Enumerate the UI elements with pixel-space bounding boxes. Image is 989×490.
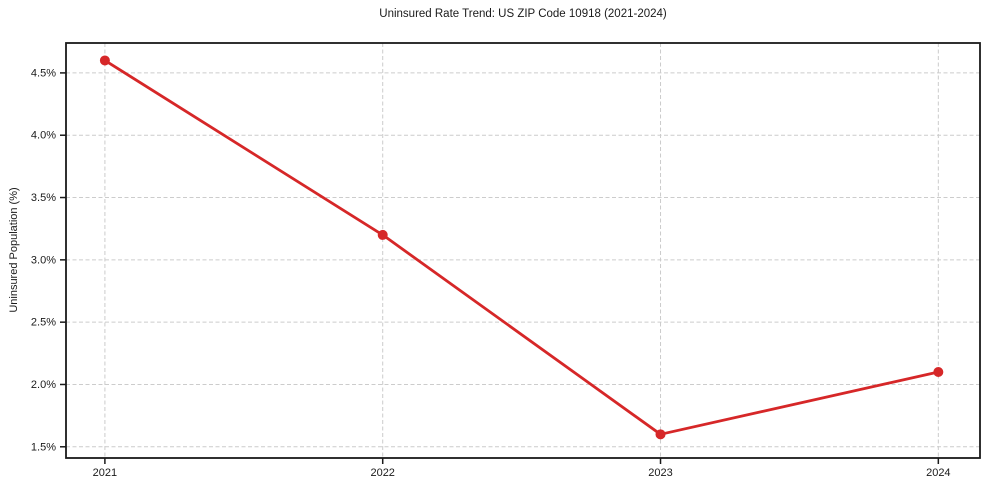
data-point — [99, 55, 110, 66]
y-tick-label: 2.5% — [31, 317, 56, 329]
data-point — [655, 429, 666, 440]
data-point — [377, 229, 388, 240]
x-tick-label: 2023 — [648, 467, 672, 479]
chart-title: Uninsured Rate Trend: US ZIP Code 10918 … — [379, 8, 667, 20]
data-point — [933, 367, 944, 378]
y-tick-label: 3.0% — [31, 254, 56, 266]
x-tick-label: 2021 — [93, 467, 117, 479]
y-tick-label: 3.5% — [31, 192, 56, 204]
x-tick-label: 2022 — [370, 467, 394, 479]
x-tick-label: 2024 — [926, 467, 950, 479]
y-tick-label: 4.0% — [31, 130, 56, 142]
y-tick-label: 2.0% — [31, 379, 56, 391]
plot-border — [65, 42, 981, 459]
y-tick-label: 1.5% — [31, 441, 56, 453]
data-line — [103, 59, 940, 436]
y-axis-label: Uninsured Population (%) — [8, 187, 20, 313]
y-tick-label: 4.5% — [31, 67, 56, 79]
